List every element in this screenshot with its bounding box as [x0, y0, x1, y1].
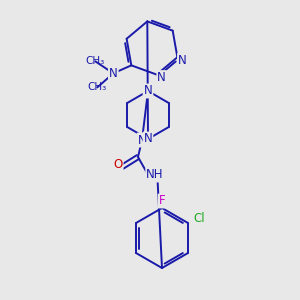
- Text: N: N: [144, 133, 152, 146]
- Text: N: N: [178, 54, 187, 67]
- Text: N: N: [109, 67, 118, 80]
- Text: N: N: [138, 134, 146, 146]
- Text: Cl: Cl: [193, 212, 205, 224]
- Text: CH₃: CH₃: [88, 82, 107, 92]
- Text: CH₃: CH₃: [86, 56, 105, 66]
- Text: NH: NH: [146, 169, 164, 182]
- Text: O: O: [113, 158, 123, 172]
- Text: N: N: [157, 71, 166, 84]
- Text: N: N: [144, 85, 152, 98]
- Text: F: F: [159, 194, 165, 208]
